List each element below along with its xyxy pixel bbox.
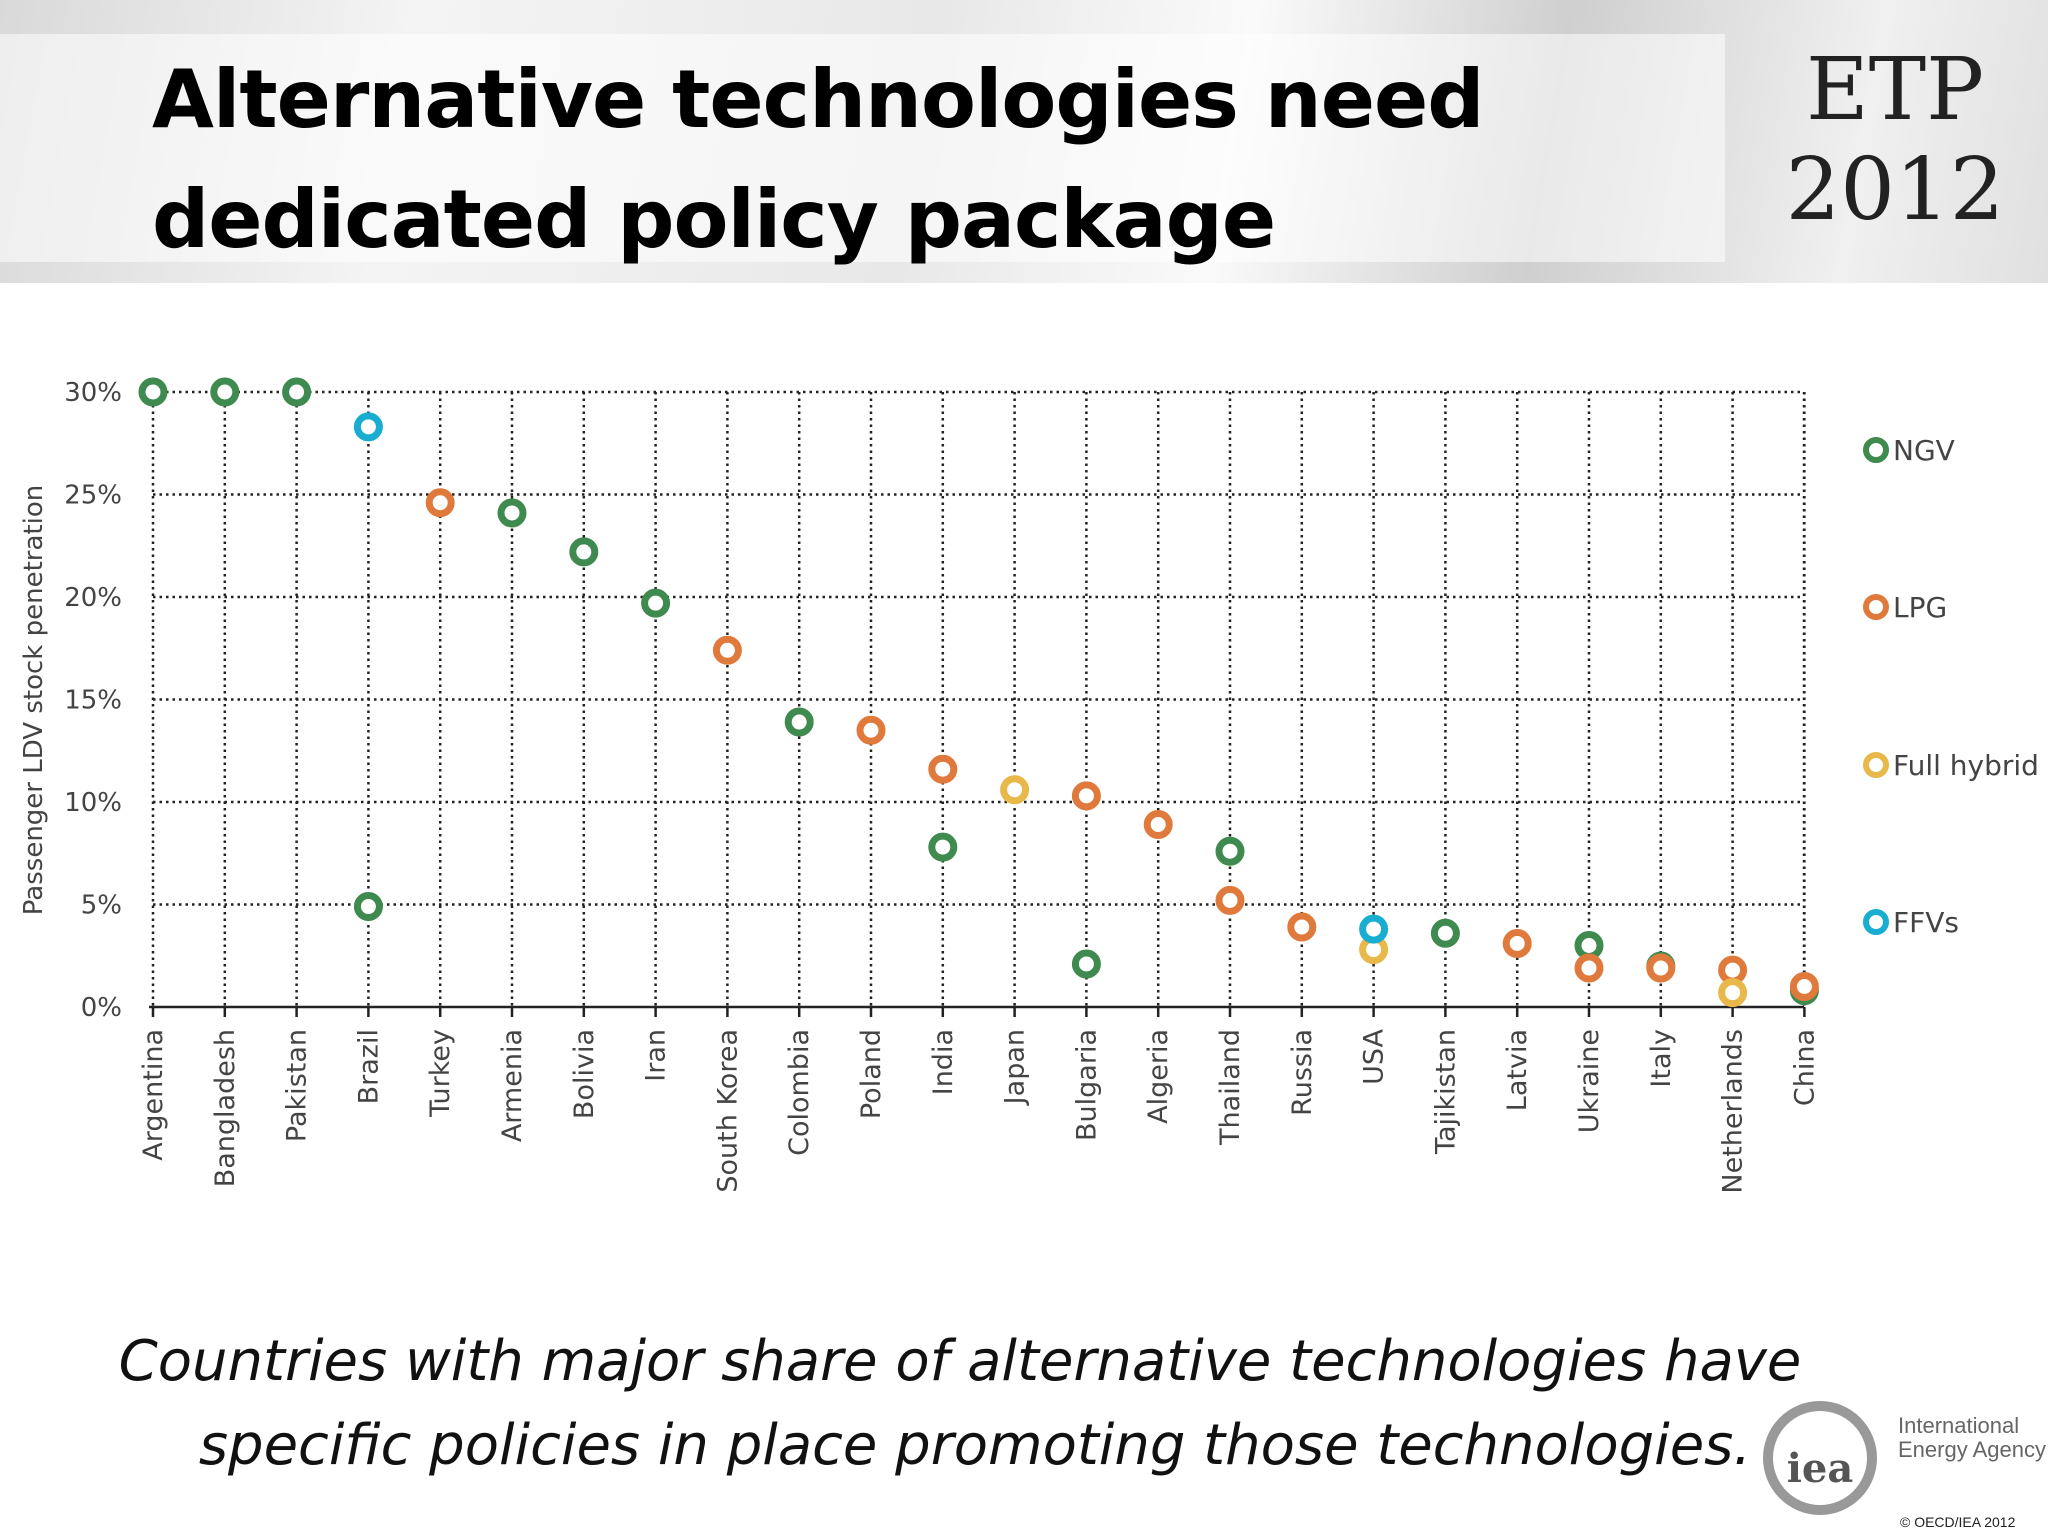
x-tick-label: Thailand xyxy=(1215,1029,1246,1146)
data-point-lpg xyxy=(1718,955,1748,985)
data-point-lpg xyxy=(712,635,742,665)
iea-logo: iea xyxy=(1763,1401,1877,1515)
data-point-lpg xyxy=(425,488,455,518)
x-tick-label: Tajikistan xyxy=(1430,1029,1461,1155)
data-point-lpg xyxy=(928,754,958,784)
x-tick-label: Bolivia xyxy=(569,1029,600,1119)
iea-name-line-1: International xyxy=(1898,1413,2020,1438)
data-point-ngv xyxy=(641,588,671,618)
etp-badge-line-2: 2012 xyxy=(1785,140,2005,240)
y-tick-label: 25% xyxy=(64,481,122,511)
x-tick-label: Italy xyxy=(1646,1029,1677,1088)
x-tick-label: South Korea xyxy=(712,1029,743,1193)
legend-label: LPG xyxy=(1893,591,1947,624)
data-point-ngv xyxy=(1574,931,1604,960)
data-point-lpg xyxy=(1215,885,1245,915)
x-tick-label: Ukraine xyxy=(1574,1029,1605,1133)
y-axis-label: Passenger LDV stock penetration xyxy=(19,485,49,915)
caption-line-2: specific policies in place promoting tho… xyxy=(198,1413,1752,1478)
etp-badge-line-1: ETP xyxy=(1805,40,1984,140)
data-point-lpg xyxy=(1789,972,1819,1001)
y-tick-label: 15% xyxy=(64,686,122,716)
x-tick-label: Argentina xyxy=(138,1029,169,1161)
caption: Countries with major share of alternativ… xyxy=(100,1320,1820,1488)
y-tick-label: 0% xyxy=(81,993,122,1023)
legend-marker-ffvs xyxy=(1863,909,1889,935)
data-point-ngv xyxy=(282,377,312,407)
x-tick-label: China xyxy=(1789,1029,1820,1106)
data-point-ngv xyxy=(784,707,814,737)
data-point-ffvs xyxy=(1359,914,1389,944)
x-tick-label: USA xyxy=(1359,1028,1390,1084)
title-line-1: Alternative technologies need xyxy=(152,53,1484,146)
data-point-ngv xyxy=(353,892,383,922)
x-tick-label: Brazil xyxy=(353,1029,384,1104)
y-tick-label: 5% xyxy=(81,891,122,921)
data-point-ngv xyxy=(1215,836,1245,866)
slide-title: Alternative technologies need dedicated … xyxy=(152,40,1484,280)
y-axis-ticks: 0% 5% 10% 15% 20% 25% 30% xyxy=(64,378,122,1023)
x-tick-label: Pakistan xyxy=(282,1029,313,1142)
y-tick-label: 20% xyxy=(64,583,122,613)
data-points xyxy=(138,377,1819,1008)
legend-marker-ngv xyxy=(1863,437,1889,463)
x-axis-ticks: Argentina Bangladesh Pakistan Brazil Turkey A… xyxy=(138,1007,1820,1194)
legend: NGV LPG Full hybrid FFVs xyxy=(1863,434,2039,939)
legend-label: Full hybrid xyxy=(1893,749,2039,782)
copyright: © OECD/IEA 2012 xyxy=(1900,1514,2016,1530)
y-tick-label: 30% xyxy=(64,378,122,408)
x-tick-label: Japan xyxy=(1000,1029,1031,1106)
x-tick-label: Russia xyxy=(1287,1029,1318,1116)
x-tick-label: Colombia xyxy=(784,1029,815,1156)
x-tick-label: Algeria xyxy=(1143,1029,1174,1124)
iea-name: International Energy Agency xyxy=(1898,1414,2046,1462)
x-tick-label: Armenia xyxy=(497,1029,528,1142)
x-tick-label: Poland xyxy=(856,1029,887,1119)
data-point-ngv xyxy=(928,832,958,862)
data-point-lpg xyxy=(856,715,886,745)
data-point-ffvs xyxy=(353,412,383,442)
grid xyxy=(149,390,1806,1009)
data-point-ngv xyxy=(569,537,599,567)
etp-badge: ETP 2012 xyxy=(1780,40,2010,240)
data-point-lpg xyxy=(1071,781,1101,811)
legend-marker-full-hybrid xyxy=(1863,752,1889,778)
data-point-full-hybrid xyxy=(1000,775,1030,805)
y-tick-label: 10% xyxy=(64,788,122,818)
data-point-ngv xyxy=(210,377,240,407)
scatter-chart: 0% 5% 10% 15% 20% 25% 30% Argentina Bangladesh P… xyxy=(19,377,2039,1194)
legend-label: NGV xyxy=(1893,434,1955,467)
data-point-ngv xyxy=(497,498,527,528)
iea-name-line-2: Energy Agency xyxy=(1898,1437,2046,1462)
data-point-lpg xyxy=(1502,928,1532,958)
x-tick-label: Bangladesh xyxy=(210,1029,241,1187)
x-tick-label: Iran xyxy=(641,1029,672,1082)
caption-line-1: Countries with major share of alternativ… xyxy=(118,1329,1802,1394)
data-point-full-hybrid xyxy=(1718,978,1748,1008)
data-point-lpg xyxy=(1646,953,1676,983)
data-point-ngv xyxy=(1071,949,1101,979)
data-point-lpg xyxy=(1574,953,1604,983)
iea-logo-text: iea xyxy=(1787,1445,1854,1492)
data-point-ngv xyxy=(138,377,168,407)
x-tick-label: Netherlands xyxy=(1718,1029,1749,1194)
x-tick-label: Latvia xyxy=(1502,1029,1533,1111)
legend-marker-lpg xyxy=(1863,594,1889,620)
legend-label: FFVs xyxy=(1893,906,1959,939)
title-backdrop xyxy=(0,34,1725,262)
data-point-lpg xyxy=(1143,810,1173,840)
header-banner: Alternative technologies need dedicated … xyxy=(0,0,2048,283)
x-tick-label: India xyxy=(928,1029,959,1095)
x-tick-label: Turkey xyxy=(425,1029,456,1118)
x-tick-label: Bulgaria xyxy=(1071,1029,1102,1141)
title-line-2: dedicated policy package xyxy=(152,173,1276,266)
data-point-ngv xyxy=(1430,918,1460,948)
data-point-lpg xyxy=(1287,912,1317,942)
